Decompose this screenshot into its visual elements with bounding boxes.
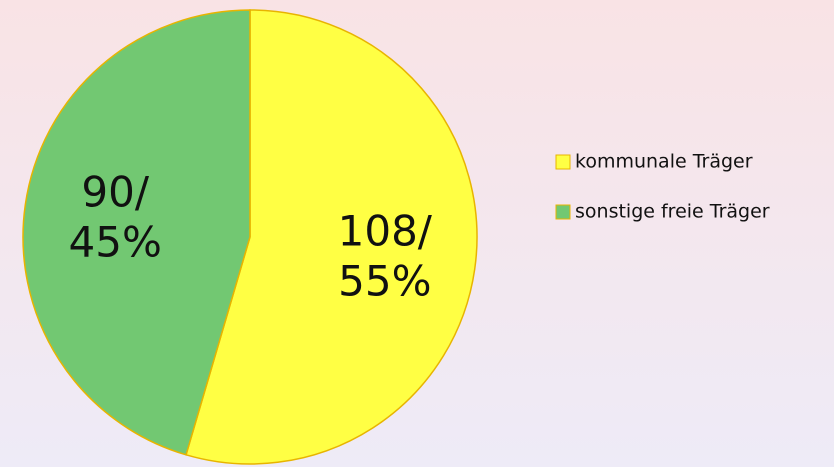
pie-slice bbox=[22, 9, 251, 456]
legend-label: kommunale Träger bbox=[575, 151, 753, 173]
legend-swatch bbox=[555, 204, 571, 220]
data-label: 90/45% bbox=[69, 168, 162, 267]
legend-swatch bbox=[555, 154, 571, 170]
legend-label: sonstige freie Träger bbox=[575, 201, 770, 223]
data-label: 108/55% bbox=[338, 206, 433, 305]
pie-slice bbox=[185, 9, 478, 465]
